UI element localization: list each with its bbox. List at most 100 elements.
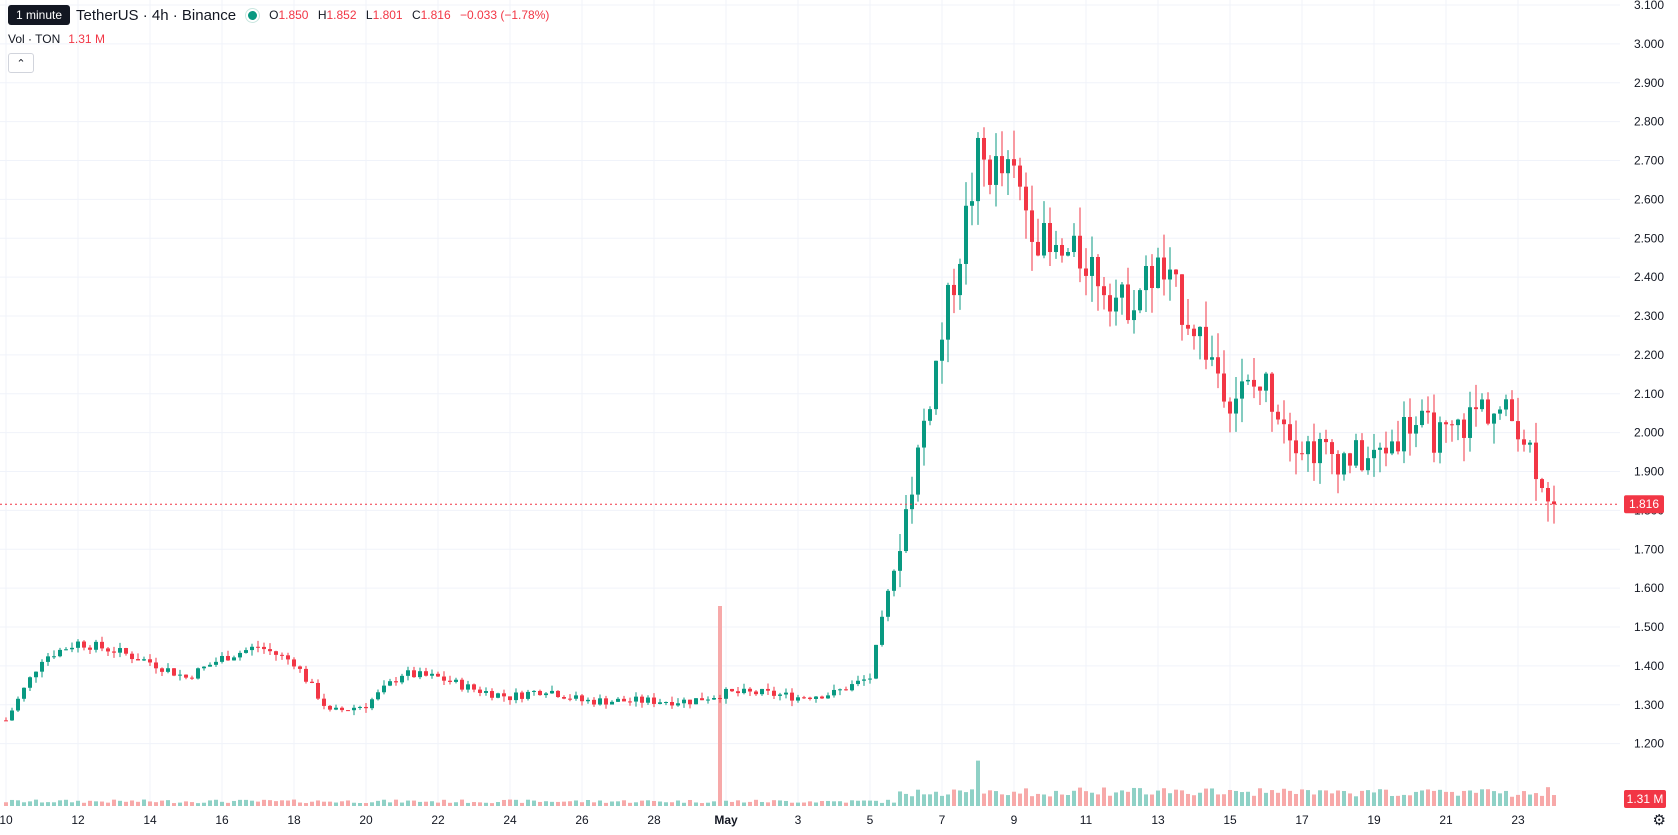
candle-body [844, 689, 848, 691]
candle-body [574, 695, 578, 699]
volume-bar [982, 793, 986, 806]
volume-bar [1036, 793, 1040, 806]
volume-bar [1546, 787, 1550, 806]
candle-body [526, 691, 530, 699]
candle-body [898, 551, 902, 571]
candle-body [1186, 324, 1190, 329]
volume-bar [592, 802, 596, 806]
candle-body [250, 646, 254, 651]
candle-body [862, 679, 866, 681]
candle-body [448, 680, 452, 682]
volume-bar [532, 800, 536, 806]
volume-bar [100, 801, 104, 806]
candle-body [22, 687, 26, 699]
candle-body [1216, 357, 1220, 374]
candle-body [220, 655, 224, 662]
volume-bar [388, 802, 392, 806]
volume-bar [370, 802, 374, 806]
volume-bar [688, 799, 692, 806]
price-tick-label: 2.800 [1634, 115, 1664, 129]
candle-body [1162, 257, 1166, 280]
volume-bar [574, 800, 578, 806]
volume-bar [220, 801, 224, 806]
candle-body [1462, 419, 1466, 438]
volume-bar [1264, 792, 1268, 806]
candle-body [460, 679, 464, 690]
candle-body [856, 680, 860, 685]
candle-body [70, 647, 74, 650]
interval-tooltip: 1 minute [8, 5, 71, 25]
time-tick-label: 9 [1011, 813, 1018, 827]
settings-gear-icon[interactable]: ⚙ [1652, 812, 1666, 829]
volume-bar [1300, 789, 1304, 806]
candle-body [268, 649, 272, 652]
candle-body [1444, 422, 1448, 425]
collapse-legend-button[interactable]: ⌃ [8, 53, 34, 73]
volume-bar [1156, 790, 1160, 806]
volume-bar [208, 800, 212, 806]
candle-body [1456, 419, 1460, 426]
candle-body [1012, 159, 1016, 166]
candle-body [610, 701, 614, 705]
volume-bar [1042, 794, 1046, 806]
volume-bar [730, 801, 734, 806]
volume-bar [964, 792, 968, 806]
candle-body [1204, 326, 1208, 360]
volume-bar [1084, 791, 1088, 806]
volume-bar [304, 803, 308, 806]
time-tick-label: 23 [1511, 813, 1525, 827]
volume-bar [856, 800, 860, 806]
candle-body [1060, 244, 1064, 256]
volume-bar [1138, 788, 1142, 806]
candle-body [64, 649, 68, 651]
candle-body [670, 702, 674, 706]
candle-body [1228, 401, 1232, 414]
volume-bar [1468, 790, 1472, 806]
candle-body [232, 657, 236, 661]
price-tick-label: 2.600 [1634, 192, 1664, 206]
volume-bar [1192, 795, 1196, 806]
volume-bar [1480, 789, 1484, 806]
volume-bar [148, 801, 152, 806]
volume-bar [172, 803, 176, 806]
volume-bar [1234, 790, 1238, 806]
volume-bar [1552, 795, 1556, 806]
time-tick-label: 17 [1295, 813, 1309, 827]
candle-body [1090, 256, 1094, 276]
close-key: C [411, 8, 421, 22]
volume-bar [454, 802, 458, 806]
candle-body [244, 650, 248, 653]
candle-body [388, 681, 392, 686]
volume-bar [988, 790, 992, 806]
volume-bar [1108, 795, 1112, 806]
candle-body [760, 688, 764, 695]
symbol-title[interactable]: TetherUS · 4h · Binance [76, 6, 237, 24]
candle-body [616, 698, 620, 702]
volume-bar [40, 802, 44, 806]
candle-body [940, 339, 944, 361]
volume-bar [1096, 794, 1100, 806]
volume-bar [640, 800, 644, 806]
time-tick-label: 13 [1151, 813, 1165, 827]
candle-body [1288, 424, 1292, 441]
candle-body [442, 676, 446, 681]
close-value: 1.816 [420, 8, 451, 22]
volume-bar [1210, 788, 1214, 806]
volume-bar [334, 802, 338, 806]
volume-bar [1180, 790, 1184, 806]
candle-body [142, 659, 146, 661]
candle-body [172, 668, 176, 676]
volume-bar [946, 794, 950, 806]
candle-body [892, 570, 896, 591]
candle-body [1156, 257, 1160, 289]
volume-bar [1474, 792, 1478, 806]
candle-body [160, 668, 164, 672]
candle-body [100, 641, 104, 649]
volume-bar [1378, 789, 1382, 806]
volume-bar [874, 800, 878, 806]
volume-bar [868, 800, 872, 806]
candle-body [1192, 328, 1196, 337]
candle-body [802, 697, 806, 699]
volume-bar [1282, 788, 1286, 806]
